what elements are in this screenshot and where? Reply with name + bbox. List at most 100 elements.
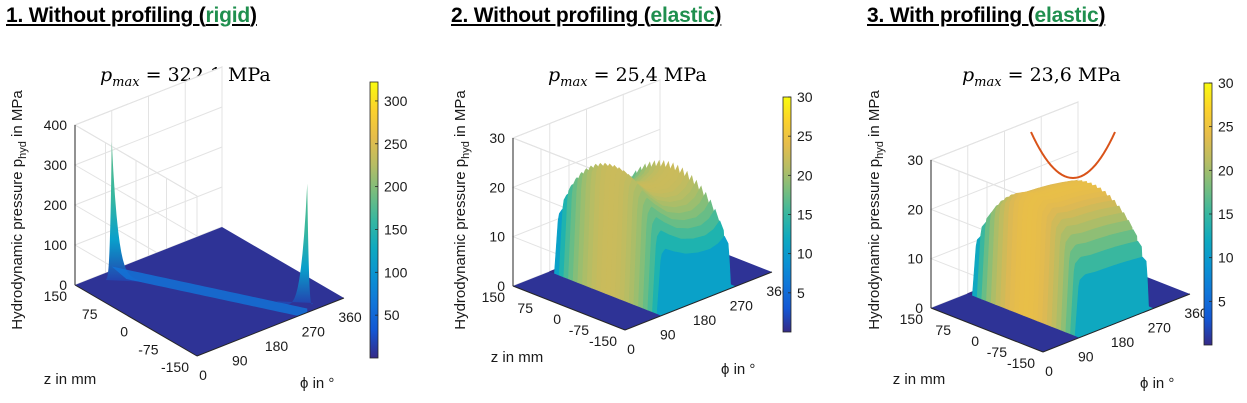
- y-tick-label: 150: [482, 289, 506, 305]
- x-axis-label: ϕ in °: [721, 361, 755, 378]
- colorbar-tick-label: 50: [384, 307, 400, 323]
- x-tick-label: 0: [1045, 363, 1053, 379]
- chart-panel-rigid: 1. Without profiling (rigid) pmax = 322,…: [0, 0, 420, 403]
- colorbar-tick-label: 15: [1218, 206, 1234, 222]
- y-axis-label: z in mm: [893, 371, 946, 388]
- colorbar-tick-label: 20: [797, 167, 813, 183]
- z-tick-label: 0: [59, 277, 67, 293]
- surface-plot-profiled: 0 90 180 270 360 150 75 0 -75-150 0 10 20 30 ϕ in ° z …: [866, 75, 1234, 392]
- pressure-spike: [275, 183, 314, 305]
- pmax-annotation: pmax = 23,6 MPa: [962, 64, 1121, 90]
- colorbar-tick-label: 10: [797, 246, 813, 262]
- x-tick-label: 270: [730, 298, 754, 314]
- y-tick-label: 150: [44, 288, 68, 304]
- heading-suffix: ): [1098, 4, 1106, 27]
- heading-suffix: ): [714, 4, 722, 27]
- y-tick-label: 0: [553, 311, 561, 327]
- surface-plot-rigid: 0 90 180 270 360 150 75 0 -75-150 0 100 200 300 400 ϕ …: [9, 66, 408, 392]
- y-tick-label: 75: [935, 322, 951, 338]
- chart-heading: 3. With profiling (elastic): [867, 4, 1105, 28]
- z-tick-label: 100: [44, 237, 68, 253]
- chart-panel-elastic: 2. Without profiling (elastic) pmax = 25…: [445, 0, 845, 403]
- colorbar: [369, 81, 379, 359]
- x-axis-line: [624, 271, 773, 331]
- colorbar-tick-label: 200: [384, 179, 408, 195]
- y-tick-label: -150: [1007, 355, 1035, 371]
- z-tick-label: 10: [489, 229, 505, 245]
- z-tick-label: 200: [44, 197, 68, 213]
- y-axis-label: z in mm: [491, 349, 544, 366]
- y-tick-label: 75: [82, 306, 98, 322]
- z-tick-label: 30: [907, 152, 923, 168]
- colorbar-tick-label: 30: [797, 89, 813, 105]
- x-axis-label: ϕ in °: [300, 375, 334, 392]
- y-tick-label: 0: [120, 324, 128, 340]
- x-tick-label: 270: [1148, 320, 1172, 336]
- pmax-annotation: pmax = 25,4 MPa: [548, 64, 707, 90]
- colorbar-tick-label: 250: [384, 136, 408, 152]
- profile-curve: [1030, 131, 1116, 180]
- chart-heading: 1. Without profiling (rigid): [6, 4, 257, 28]
- z-tick-label: 10: [907, 251, 923, 267]
- y-tick-label: -150: [589, 333, 617, 349]
- x-axis-label: ϕ in °: [1140, 375, 1174, 392]
- colorbar-tick-label: 15: [797, 207, 813, 223]
- z-tick-label: 20: [907, 201, 923, 217]
- chart-panel-profiled: 3. With profiling (elastic) pmax = 23,6 …: [855, 0, 1247, 403]
- colorbar-tick-label: 300: [384, 93, 408, 109]
- x-tick-label: 180: [265, 338, 289, 354]
- z-tick-label: 0: [915, 300, 923, 316]
- x-tick-label: 90: [1078, 349, 1094, 365]
- colorbar-tick-label: 10: [1218, 250, 1234, 266]
- z-axis-label: Hydrodynamic pressure phyd in MPa: [452, 90, 472, 330]
- heading-prefix: 1. Without profiling (: [6, 4, 206, 27]
- x-axis-line: [1042, 293, 1191, 353]
- y-tick-label: -75: [569, 322, 589, 338]
- x-tick-label: 0: [627, 341, 635, 357]
- pressure-valley: [111, 266, 308, 316]
- z-tick-label: 0: [497, 278, 505, 294]
- x-tick-label: 180: [693, 312, 717, 328]
- y-tick-label: 150: [900, 311, 924, 327]
- x-tick-label: 270: [302, 324, 326, 340]
- x-tick-label: 90: [232, 353, 248, 369]
- y-axis-label: z in mm: [44, 371, 97, 388]
- heading-mode: elastic: [1034, 4, 1099, 27]
- x-tick-label: 180: [1111, 334, 1135, 350]
- y-tick-label: -75: [987, 344, 1007, 360]
- y-tick-label: 0: [971, 333, 979, 349]
- z-tick-label: 30: [489, 130, 505, 146]
- z-tick-label: 20: [489, 179, 505, 195]
- z-axis-label: Hydrodynamic pressure phyd in MPa: [9, 90, 29, 330]
- z-tick-label: 300: [44, 157, 68, 173]
- x-tick-label: 90: [660, 327, 676, 343]
- y-tick-label: -150: [161, 359, 189, 375]
- y-axis-line: [512, 285, 626, 331]
- z-tick-label: 400: [44, 117, 68, 133]
- z-axis-label: Hydrodynamic pressure phyd in MPa: [866, 90, 886, 330]
- x-axis-line: [196, 297, 345, 357]
- pressure-spike: [105, 141, 144, 282]
- colorbar-tick-label: 25: [797, 128, 813, 144]
- heading-prefix: 3. With profiling (: [867, 4, 1035, 27]
- heading-mode: elastic: [650, 4, 715, 27]
- x-tick-label: 360: [338, 309, 362, 325]
- heading-suffix: ): [250, 4, 257, 27]
- colorbar-tick-label: 20: [1218, 162, 1234, 178]
- heading-prefix: 2. Without profiling (: [451, 4, 651, 27]
- y-axis-line: [74, 284, 198, 357]
- colorbar-tick-label: 25: [1218, 119, 1234, 135]
- x-tick-label: 0: [199, 367, 207, 383]
- colorbar-tick-label: 5: [797, 285, 805, 301]
- heading-mode: rigid: [205, 4, 251, 27]
- colorbar-tick-label: 100: [384, 264, 408, 280]
- y-axis-line: [930, 307, 1044, 353]
- colorbar-tick-label: 5: [1218, 293, 1226, 309]
- colorbar-tick-label: 30: [1218, 75, 1234, 91]
- x-tick-label: 360: [1184, 305, 1208, 321]
- colorbar-tick-label: 150: [384, 221, 408, 237]
- y-tick-label: -75: [138, 341, 158, 357]
- chart-heading: 2. Without profiling (elastic): [451, 4, 722, 28]
- y-tick-label: 75: [517, 300, 533, 316]
